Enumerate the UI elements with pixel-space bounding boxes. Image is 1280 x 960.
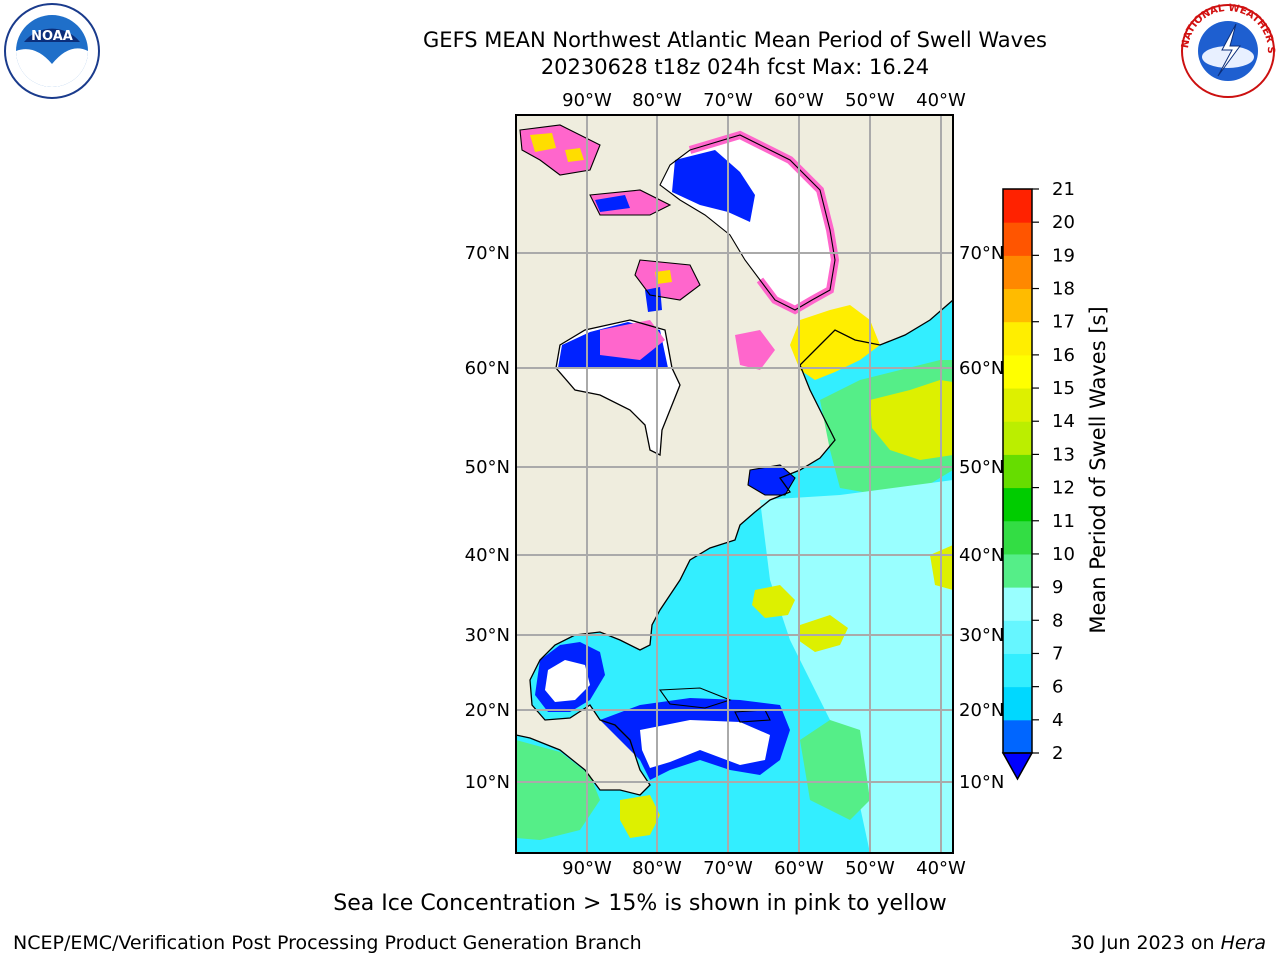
nws-logo: NATIONAL WEATHER SERVICE <box>1178 2 1276 98</box>
colorbar-tick-label: 15 <box>1052 378 1075 399</box>
colorbar-tick-label: 10 <box>1052 544 1075 565</box>
caribbean-green <box>516 740 600 840</box>
colorbar-tick-label: 18 <box>1052 279 1075 300</box>
colorbar-segment <box>1003 686 1032 721</box>
colorbar-segment <box>1003 587 1032 621</box>
colorbar-frame <box>1002 188 1033 754</box>
lat-label-right: 40°N <box>959 545 1004 566</box>
lon-label-bottom: 70°W <box>703 858 753 879</box>
arctic-ice-yellow <box>530 133 672 284</box>
arctic-channels <box>595 195 662 312</box>
colorbar-tick-label: 2 <box>1052 743 1063 764</box>
gulf-of-st-lawrence <box>748 465 795 495</box>
colorbar-segment <box>1003 520 1032 555</box>
lat-label-left: 20°N <box>465 700 510 721</box>
colorbar-extend-arrow <box>1001 752 1034 781</box>
colorbar-segment <box>1003 288 1032 323</box>
lat-label-left: 50°N <box>465 457 510 478</box>
colorbar-tick-label: 6 <box>1052 677 1063 698</box>
colorbar: 2 4 6 7 8 9 10 11 12 13 14 15 16 17 18 19 20 21 <box>1001 179 1075 781</box>
gulf-white <box>545 660 590 702</box>
date-text: 30 Jun 2023 on <box>1070 932 1215 954</box>
colorbar-segment <box>1003 719 1032 754</box>
lon-label-bottom: 60°W <box>774 858 824 879</box>
caribbean-white <box>640 720 770 768</box>
lon-label-bottom: 50°W <box>845 858 895 879</box>
colorbar-tick-label: 19 <box>1052 245 1075 266</box>
lat-label-right: 70°N <box>959 243 1004 264</box>
colorbar-segment <box>1003 388 1032 422</box>
colorbar-tick-label: 17 <box>1052 312 1075 333</box>
coastline <box>516 299 953 796</box>
lat-label-left: 30°N <box>465 625 510 646</box>
lat-label-left: 40°N <box>465 545 510 566</box>
colorbar-segment <box>1003 222 1032 256</box>
date-stamp: 30 Jun 2023 on Hera <box>1071 932 1267 954</box>
lon-label-top: 50°W <box>845 90 895 111</box>
colorbar-segment <box>1003 255 1032 290</box>
colorbar-label: Mean Period of Swell Waves [s] <box>1086 306 1110 633</box>
gridlines <box>516 115 953 853</box>
map-panel <box>516 115 953 853</box>
atlantic-green-patch-1 <box>752 585 795 618</box>
lat-label-right: 60°N <box>959 358 1004 379</box>
labrador-sea <box>790 305 880 380</box>
noaa-text: NOAA <box>31 29 73 44</box>
colorbar-tick-label: 12 <box>1052 478 1075 499</box>
atlantic-green-patch-2 <box>798 615 848 652</box>
lat-label-left: 60°N <box>465 358 510 379</box>
lon-label-top: 80°W <box>632 90 682 111</box>
colorbar-segment <box>1003 354 1032 389</box>
colorbar-tick-label: 4 <box>1052 710 1063 731</box>
lat-label-left: 10°N <box>465 772 510 793</box>
colorbar-segment <box>1003 421 1032 455</box>
colorbar-tick-label: 9 <box>1052 577 1063 598</box>
colorbar-tick-label: 13 <box>1052 444 1075 465</box>
colorbar-segment <box>1003 189 1032 223</box>
map-frame <box>515 114 954 854</box>
chart-subtitle: 20230628 t18z 024h fcst Max: 16.24 <box>540 55 930 79</box>
colorbar-segment <box>1003 454 1032 489</box>
colorbar-tick-label: 7 <box>1052 643 1063 664</box>
colorbar-tick-label: 20 <box>1052 212 1075 233</box>
colorbar-segment <box>1003 553 1032 588</box>
machine-name: Hera <box>1220 932 1266 954</box>
lat-label-left: 70°N <box>465 243 510 264</box>
lat-label-right: 50°N <box>959 457 1004 478</box>
colorbar-tick-label: 11 <box>1052 511 1075 532</box>
coastline-arctic <box>519 124 836 311</box>
credit-text: NCEP/EMC/Verification Post Processing Pr… <box>13 932 642 954</box>
noaa-logo: NOAA <box>4 3 100 99</box>
colorbar-tick-label: 14 <box>1052 411 1075 432</box>
lat-label-right: 20°N <box>959 700 1004 721</box>
lon-label-bottom: 90°W <box>562 858 612 879</box>
lon-label-bottom: 40°W <box>916 858 966 879</box>
north-atlantic-yellow <box>870 380 953 460</box>
colorbar-tick-label: 16 <box>1052 345 1075 366</box>
lat-label-right: 10°N <box>959 772 1004 793</box>
colorbar-tick-label: 8 <box>1052 610 1063 631</box>
caribbean-yellow <box>620 795 660 838</box>
colorbar-segment <box>1003 620 1032 654</box>
lon-label-top: 60°W <box>774 90 824 111</box>
colorbar-tick-label: 21 <box>1052 179 1075 200</box>
sea-ice-note: Sea Ice Concentration > 15% is shown in … <box>333 891 947 916</box>
lon-label-top: 90°W <box>562 90 612 111</box>
lat-label-right: 30°N <box>959 625 1004 646</box>
colorbar-segment <box>1003 487 1032 522</box>
lon-label-top: 70°W <box>703 90 753 111</box>
colorbar-segment <box>1003 653 1032 688</box>
chart-title: GEFS MEAN Northwest Atlantic Mean Period… <box>423 28 1047 52</box>
baffin-open-water <box>672 150 755 222</box>
mid-atlantic-lightcyan <box>760 480 953 853</box>
colorbar-segment <box>1003 321 1032 356</box>
lon-label-bottom: 80°W <box>632 858 682 879</box>
coastline-hudson <box>555 319 681 457</box>
lon-label-top: 40°W <box>916 90 966 111</box>
atlantic-green-south <box>800 720 870 820</box>
